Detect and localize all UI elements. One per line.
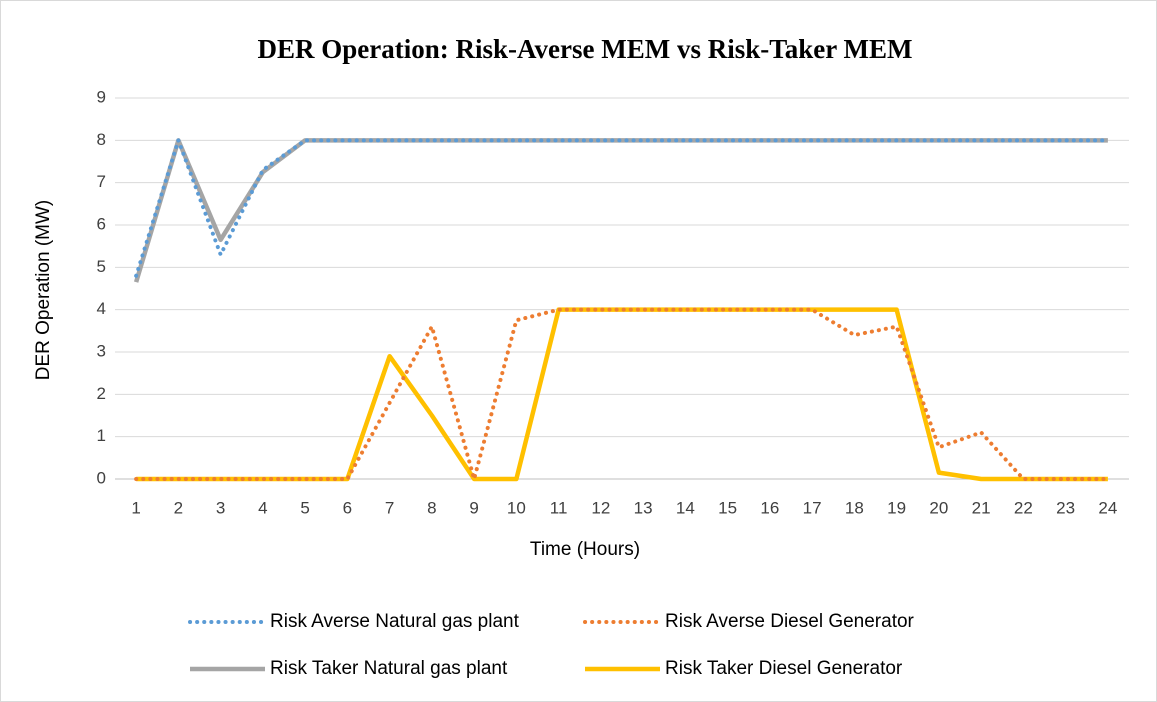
x-tick-label: 16 xyxy=(760,498,779,517)
y-axis-title: DER Operation (MW) xyxy=(33,200,54,381)
x-tick-label: 17 xyxy=(803,498,822,517)
x-tick-label: 3 xyxy=(216,498,225,517)
legend-label: Risk Averse Natural gas plant xyxy=(270,611,520,632)
y-tick-label: 4 xyxy=(97,299,106,318)
y-tick-label: 0 xyxy=(97,468,106,487)
x-tick-label: 5 xyxy=(300,498,309,517)
x-tick-label: 13 xyxy=(634,498,653,517)
y-tick-label: 7 xyxy=(97,172,106,191)
legend-label: Risk Averse Diesel Generator xyxy=(665,611,915,632)
y-tick-label: 6 xyxy=(97,214,106,233)
legend-label: Risk Taker Natural gas plant xyxy=(270,658,508,679)
chart-title: DER Operation: Risk-Averse MEM vs Risk-T… xyxy=(258,34,913,64)
x-tick-label: 4 xyxy=(258,498,267,517)
x-tick-label: 22 xyxy=(1014,498,1033,517)
x-tick-label: 21 xyxy=(972,498,991,517)
x-tick-label: 20 xyxy=(929,498,948,517)
x-tick-label: 12 xyxy=(591,498,610,517)
x-tick-label: 23 xyxy=(1056,498,1075,517)
x-tick-label: 18 xyxy=(845,498,864,517)
x-tick-label: 2 xyxy=(174,498,183,517)
x-tick-label: 15 xyxy=(718,498,737,517)
x-axis-title: Time (Hours) xyxy=(530,539,640,560)
series-line xyxy=(134,138,1110,278)
x-tick-label: 14 xyxy=(676,498,695,517)
x-tick-label: 8 xyxy=(427,498,436,517)
series-line xyxy=(134,307,1110,481)
y-tick-label: 1 xyxy=(97,426,106,445)
y-tick-label: 3 xyxy=(97,341,106,360)
x-tick-label: 10 xyxy=(507,498,526,517)
y-tick-label: 8 xyxy=(97,130,106,149)
y-tick-label: 2 xyxy=(97,384,106,403)
legend-label: Risk Taker Diesel Generator xyxy=(665,658,903,679)
y-tick-label: 9 xyxy=(97,87,106,106)
x-tick-label: 19 xyxy=(887,498,906,517)
x-tick-label: 24 xyxy=(1098,498,1117,517)
x-tick-label: 11 xyxy=(550,498,568,517)
x-tick-label: 9 xyxy=(469,498,478,517)
x-tick-label: 1 xyxy=(131,498,140,517)
y-tick-label: 5 xyxy=(97,257,106,276)
x-tick-label: 7 xyxy=(385,498,394,517)
x-tick-label: 6 xyxy=(343,498,352,517)
